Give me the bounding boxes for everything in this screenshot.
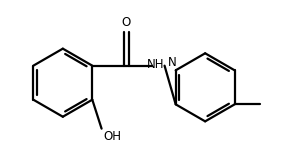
Text: O: O [122,16,131,29]
Text: OH: OH [103,130,121,143]
Text: NH: NH [146,58,164,71]
Text: N: N [168,56,177,69]
